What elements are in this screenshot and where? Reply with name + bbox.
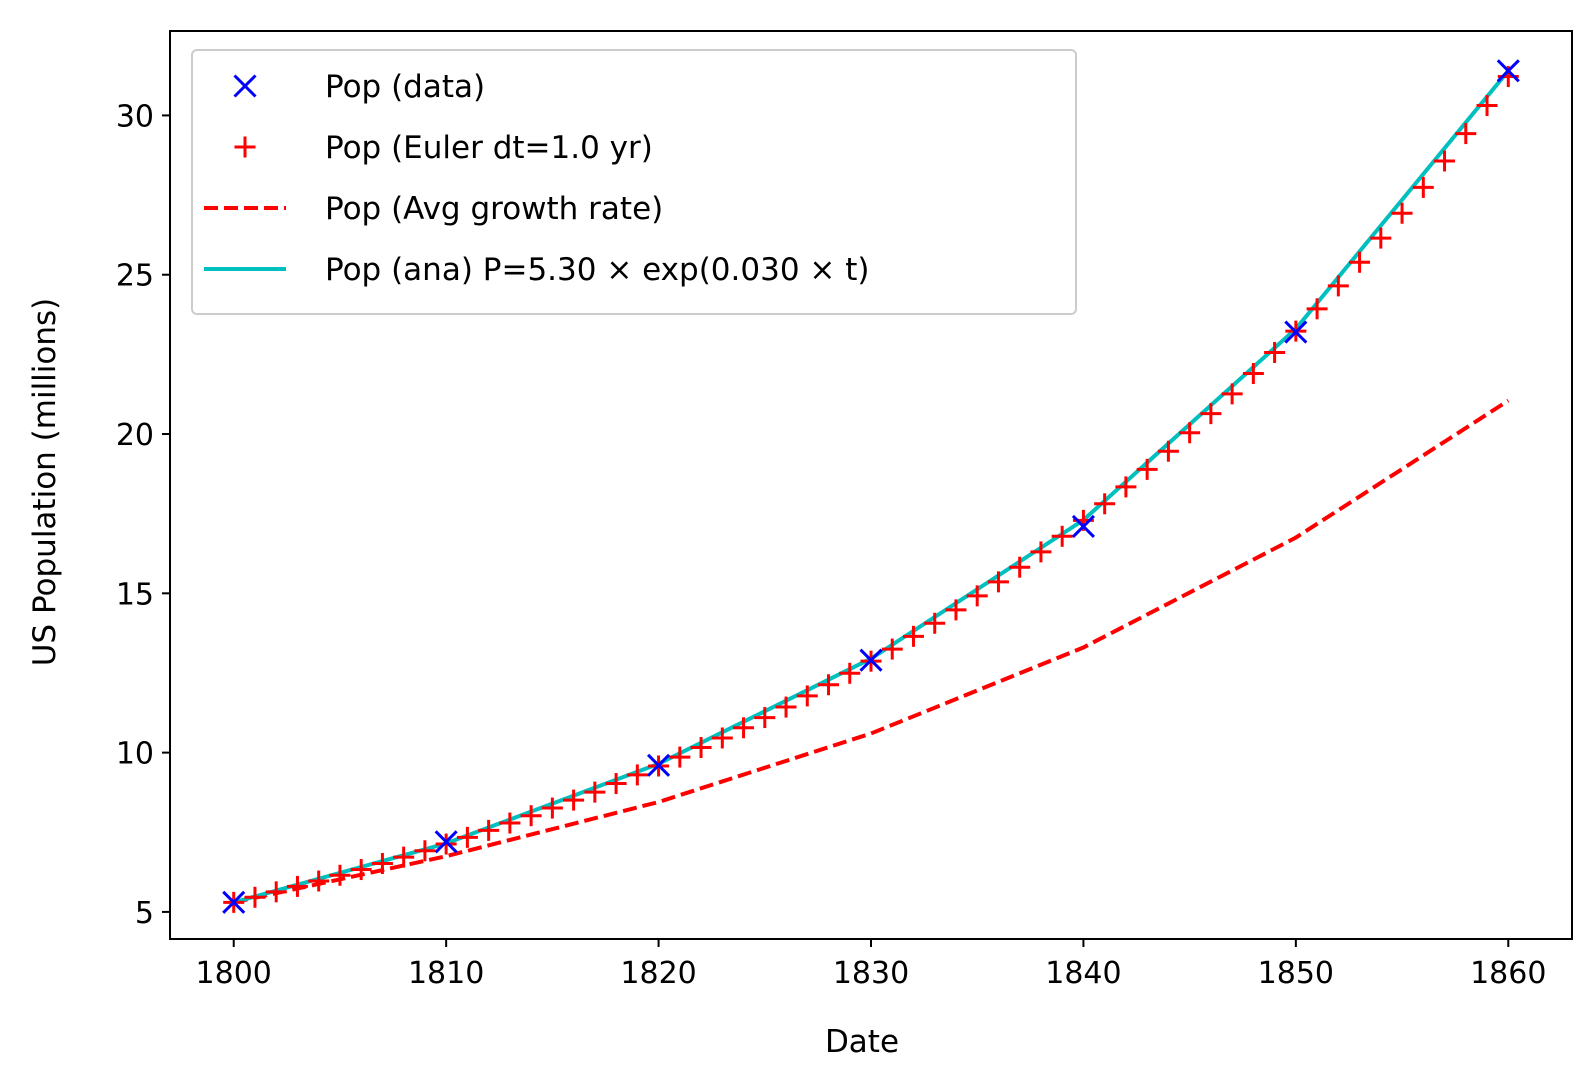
legend-entry: Pop (Avg growth rate) xyxy=(204,191,663,227)
legend-entry: Pop (Euler dt=1.0 yr) xyxy=(234,130,653,166)
legend: Pop (data) Pop (Euler dt=1.0 yr) Pop (Avg … xyxy=(191,49,1077,315)
euler-point xyxy=(1179,422,1201,444)
data-point xyxy=(859,648,883,672)
euler-point xyxy=(584,781,606,803)
euler-point xyxy=(626,764,648,786)
euler-point xyxy=(987,571,1009,593)
legend-entry: Pop (data) xyxy=(233,69,485,105)
euler-point xyxy=(966,585,988,607)
y-tick-label: 15 xyxy=(116,577,154,612)
x-tick-label: 1800 xyxy=(196,956,272,991)
euler-point xyxy=(796,685,818,707)
euler-point xyxy=(350,859,372,881)
x-tick-label: 1850 xyxy=(1258,956,1334,991)
legend-handle xyxy=(234,136,256,158)
euler-point xyxy=(286,875,308,897)
euler-point xyxy=(1009,556,1031,578)
euler-point xyxy=(563,789,585,811)
x-tick-label: 1810 xyxy=(408,956,484,991)
euler-point xyxy=(733,717,755,739)
euler-point xyxy=(1349,251,1371,273)
y-tick-label: 10 xyxy=(116,737,154,772)
axes: 1800 1810 1820 1830 1840 1850 1860 5 10 15 20 25 30 xyxy=(116,30,1573,991)
y-tick-label: 5 xyxy=(135,896,154,931)
y-tick-label: 25 xyxy=(116,259,154,294)
euler-point xyxy=(414,840,436,862)
euler-point xyxy=(1030,541,1052,563)
euler-point xyxy=(1412,176,1434,198)
legend-entry: Pop (ana) P=5.30 × exp(0.030 × t) xyxy=(204,252,869,288)
euler-point xyxy=(1242,362,1264,384)
euler-point xyxy=(1094,493,1116,515)
euler-point xyxy=(1306,298,1328,320)
euler-point xyxy=(244,886,266,908)
euler-point xyxy=(1455,123,1477,145)
euler-point xyxy=(456,826,478,848)
x-tick-label: 1840 xyxy=(1045,956,1121,991)
y-tick-label: 20 xyxy=(116,418,154,453)
x-axis-label: Date xyxy=(825,1024,899,1060)
euler-point xyxy=(541,797,563,819)
y-axis-label: US Population (millions) xyxy=(27,298,63,667)
x-tick-label: 1860 xyxy=(1470,956,1546,991)
euler-point xyxy=(1370,227,1392,249)
y-tick-label: 30 xyxy=(116,99,154,134)
euler-point xyxy=(1157,440,1179,462)
euler-point xyxy=(1221,383,1243,405)
legend-label: Pop (Euler dt=1.0 yr) xyxy=(325,130,653,166)
euler-point xyxy=(818,674,840,696)
euler-point xyxy=(499,812,521,834)
data-point xyxy=(434,830,458,854)
euler-point xyxy=(924,612,946,634)
euler-point xyxy=(1476,95,1498,117)
x-tick-label: 1830 xyxy=(833,956,909,991)
euler-point xyxy=(669,746,691,768)
legend-label: Pop (data) xyxy=(325,69,485,105)
euler-point xyxy=(435,833,457,855)
euler-point xyxy=(839,662,861,684)
euler-point xyxy=(265,881,287,903)
data-point xyxy=(647,753,671,777)
legend-handle xyxy=(233,74,257,98)
euler-point xyxy=(1115,476,1137,498)
euler-point xyxy=(881,638,903,660)
euler-point xyxy=(1327,275,1349,297)
data-point xyxy=(1071,514,1095,538)
euler-point xyxy=(1434,150,1456,172)
data-point xyxy=(1496,59,1520,83)
euler-point xyxy=(393,846,415,868)
euler-point xyxy=(902,625,924,647)
euler-point xyxy=(1200,403,1222,425)
data-point xyxy=(222,890,246,914)
data-point xyxy=(1284,320,1308,344)
euler-point xyxy=(775,696,797,718)
euler-point xyxy=(945,599,967,621)
legend-label: Pop (ana) P=5.30 × exp(0.030 × t) xyxy=(325,252,869,288)
euler-point xyxy=(329,864,351,886)
euler-point xyxy=(754,707,776,729)
euler-point xyxy=(1051,525,1073,547)
euler-point xyxy=(1264,341,1286,363)
legend-label: Pop (Avg growth rate) xyxy=(325,191,663,227)
avg-growth-line xyxy=(233,398,1510,905)
euler-point xyxy=(478,819,500,841)
plot-area xyxy=(222,59,1520,914)
euler-point xyxy=(1136,458,1158,480)
euler-point xyxy=(690,737,712,759)
euler-point xyxy=(711,727,733,749)
legend-box xyxy=(191,49,1077,315)
euler-point xyxy=(1391,202,1413,224)
x-tick-label: 1820 xyxy=(620,956,696,991)
euler-point xyxy=(605,773,627,795)
euler-point xyxy=(520,805,542,827)
euler-point xyxy=(371,852,393,874)
euler-point xyxy=(308,870,330,892)
